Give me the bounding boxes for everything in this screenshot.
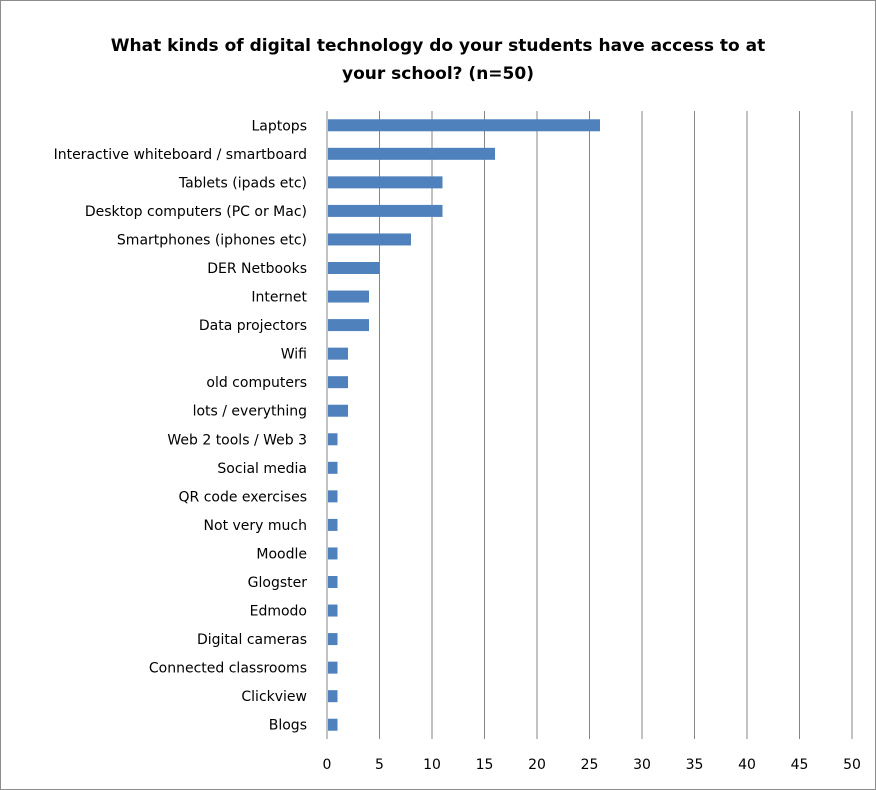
bar: [328, 176, 443, 189]
category-label: Smartphones (iphones etc): [117, 232, 307, 248]
category-label: QR code exercises: [179, 489, 307, 505]
category-labels: Laptops Interactive whiteboard / smartboa…: [54, 118, 308, 733]
x-tick-label: 25: [581, 757, 599, 773]
category-label: Blogs: [269, 718, 307, 734]
bar: [328, 433, 338, 446]
category-label: Connected classrooms: [149, 661, 307, 677]
bar: [328, 604, 338, 617]
bar: [328, 262, 380, 274]
category-label: Clickview: [241, 689, 307, 705]
bar: [328, 204, 443, 217]
bar: [328, 633, 338, 646]
category-label: Internet: [251, 290, 307, 306]
x-tick-label: 20: [528, 757, 546, 773]
x-tick-label: 10: [423, 757, 441, 773]
x-tick-label: 50: [843, 757, 861, 773]
x-tick-label: 40: [738, 757, 756, 773]
x-tick-label: 30: [633, 757, 651, 773]
category-label: old computers: [206, 375, 307, 391]
category-label: Wifi: [281, 347, 307, 363]
category-label: Glogster: [248, 575, 308, 591]
bar: [328, 690, 338, 703]
bar: [328, 661, 338, 674]
bar: [328, 147, 495, 160]
x-axis-tick-labels: 0 5 10 15 20 25 30 35 40 45 50: [323, 757, 861, 773]
category-label: Web 2 tools / Web 3: [167, 432, 307, 448]
category-label: Edmodo: [250, 604, 307, 620]
bar: [328, 461, 338, 474]
chart-title-line-1: What kinds of digital technology do your…: [111, 36, 765, 56]
bar: [328, 547, 338, 560]
x-tick-label: 35: [686, 757, 704, 773]
x-tick-label: 0: [323, 757, 332, 773]
category-label: Social media: [217, 461, 307, 477]
category-label: Tablets (ipads etc): [178, 175, 307, 191]
bar: [328, 290, 369, 303]
category-label: lots / everything: [193, 404, 307, 420]
category-label: Not very much: [204, 518, 307, 534]
bar: [328, 376, 348, 389]
gridlines: [379, 111, 853, 739]
bar: [328, 518, 338, 531]
category-label: Laptops: [251, 118, 307, 134]
category-label: Digital cameras: [197, 632, 307, 648]
bar: [328, 319, 369, 332]
bar: [328, 404, 348, 417]
bar: [328, 576, 338, 588]
chart-title-line-2: your school? (n=50): [342, 64, 534, 84]
category-label: Desktop computers (PC or Mac): [85, 204, 307, 220]
bar: [328, 119, 600, 132]
category-label: Data projectors: [199, 318, 307, 334]
category-label: Interactive whiteboard / smartboard: [54, 147, 307, 163]
bar: [328, 718, 338, 731]
bar: [328, 347, 348, 360]
x-tick-label: 5: [375, 757, 384, 773]
x-tick-label: 45: [791, 757, 809, 773]
category-label: DER Netbooks: [207, 261, 307, 277]
bar: [328, 233, 411, 246]
x-tick-label: 15: [476, 757, 494, 773]
bars: [328, 119, 600, 731]
bar: [328, 490, 338, 503]
category-label: Moodle: [256, 546, 307, 562]
